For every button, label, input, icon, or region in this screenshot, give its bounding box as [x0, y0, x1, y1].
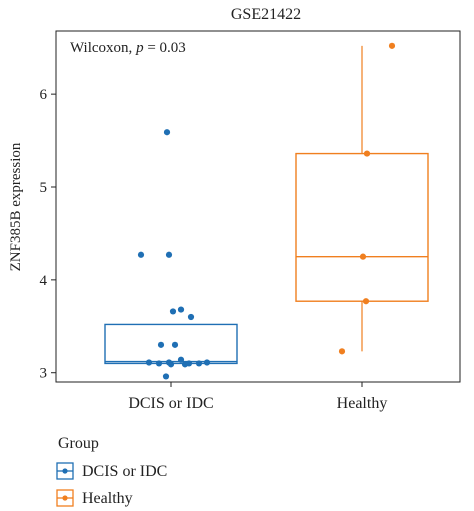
- legend-item-label: Healthy: [82, 490, 133, 507]
- data-point: [167, 361, 175, 368]
- data-point: [155, 360, 163, 367]
- x-tick-label: DCIS or IDC: [128, 395, 213, 412]
- y-axis-label: ZNF385B expression: [8, 142, 24, 271]
- data-point: [177, 356, 185, 363]
- legend-title: Group: [58, 435, 99, 452]
- y-tick-label: 3: [40, 366, 48, 382]
- data-point: [203, 359, 211, 366]
- data-point: [362, 298, 370, 305]
- box-body: [104, 323, 238, 365]
- y-axis: 3 4 5 6: [40, 87, 56, 382]
- x-tick-label: Healthy: [337, 395, 388, 412]
- chart-title: GSE21422: [231, 6, 301, 23]
- legend-item-label: DCIS or IDC: [82, 463, 167, 480]
- legend-item: Healthy: [56, 489, 133, 507]
- data-point: [388, 42, 396, 49]
- data-point: [157, 341, 165, 348]
- legend-key-point: [62, 495, 68, 501]
- data-point: [187, 313, 195, 321]
- data-point: [137, 251, 145, 258]
- data-point: [163, 129, 171, 136]
- data-point: [177, 306, 185, 313]
- data-point: [171, 341, 179, 348]
- data-point: [338, 348, 346, 355]
- x-axis: DCIS or IDC Healthy: [128, 382, 387, 412]
- data-point: [165, 251, 173, 258]
- stat-annotation: Wilcoxon, p = 0.03: [70, 40, 186, 56]
- point-group: [137, 42, 396, 380]
- data-point: [169, 308, 177, 315]
- box-body: [295, 152, 429, 302]
- legend-items: DCIS or IDC Healthy: [56, 462, 167, 507]
- data-point: [162, 373, 170, 380]
- stat-annotation-suffix: = 0.03: [144, 40, 186, 56]
- legend-key-point: [62, 468, 68, 474]
- box-1: [104, 323, 238, 365]
- data-point: [363, 150, 371, 157]
- legend-item: DCIS or IDC: [56, 462, 167, 480]
- data-point: [359, 253, 367, 260]
- box-2: [295, 45, 429, 352]
- y-tick-label: 6: [40, 87, 48, 103]
- stat-annotation-p: p: [135, 40, 144, 56]
- data-point: [145, 359, 153, 366]
- legend: Group DCIS or IDC Healthy: [56, 435, 167, 507]
- plot-panel: [55, 30, 461, 383]
- data-point: [195, 360, 203, 367]
- stat-annotation-prefix: Wilcoxon,: [70, 40, 136, 56]
- data-point: [181, 361, 189, 368]
- y-tick-label: 4: [40, 273, 48, 289]
- box-group: [104, 45, 429, 365]
- y-tick-label: 5: [40, 180, 48, 196]
